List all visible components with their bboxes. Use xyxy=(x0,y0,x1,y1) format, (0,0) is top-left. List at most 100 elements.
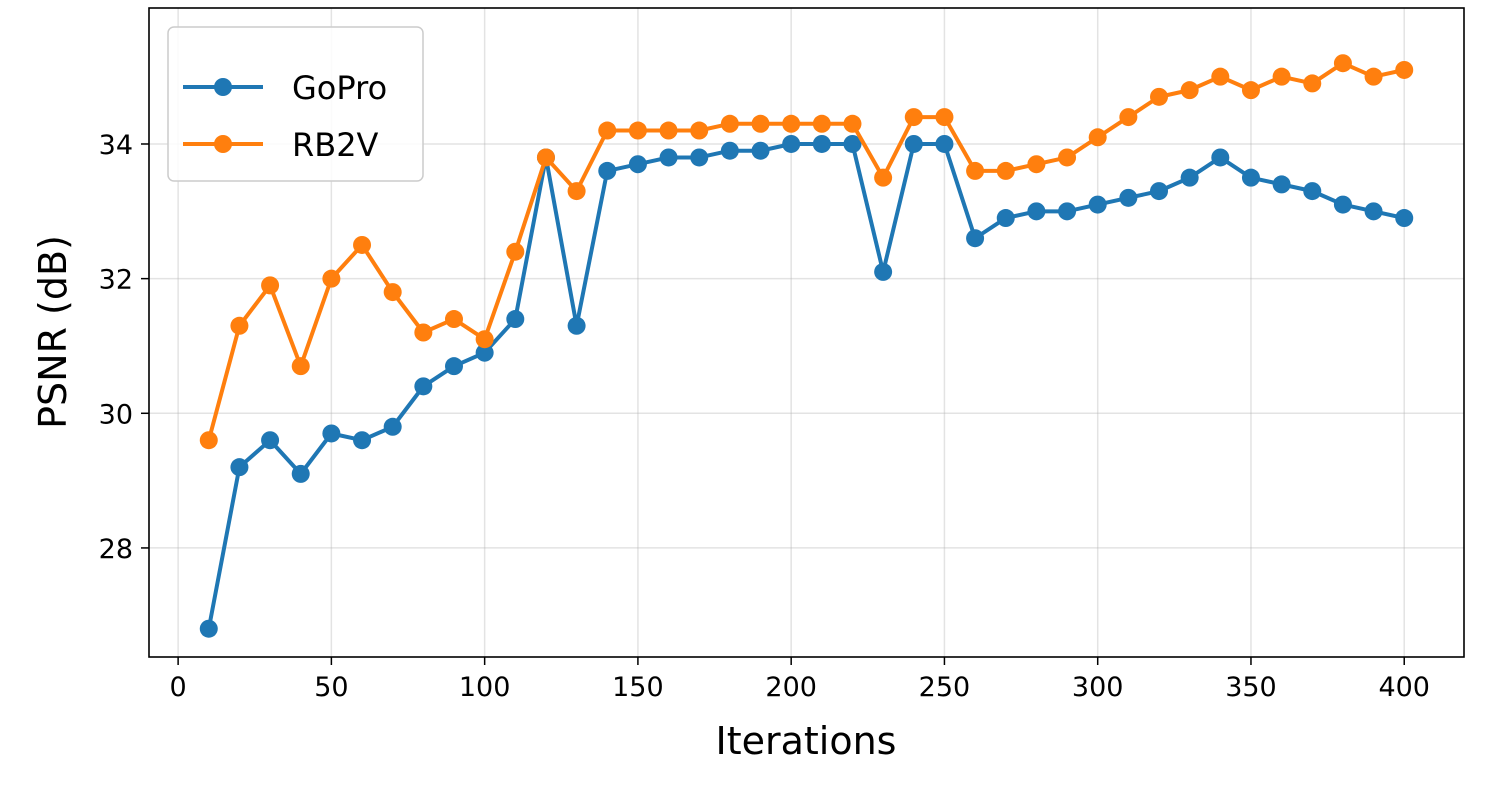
data-point-gopro xyxy=(230,458,249,477)
data-point-rb2v xyxy=(1303,74,1322,93)
data-point-gopro xyxy=(1180,168,1199,187)
legend-marker-gopro xyxy=(214,78,232,96)
data-point-gopro xyxy=(199,619,218,638)
series-line-rb2v xyxy=(206,61,1405,441)
data-point-gopro xyxy=(1058,202,1077,221)
data-point-gopro xyxy=(1150,182,1169,201)
data-point-gopro xyxy=(567,316,586,335)
ticks: 0 50 100 150 200 250 300 350 400 28 30 32 34 xyxy=(99,130,1430,703)
data-point-rb2v xyxy=(1272,67,1291,86)
data-point-rb2v xyxy=(291,357,310,376)
x-tick-label: 350 xyxy=(1225,672,1277,703)
data-point-gopro xyxy=(506,310,525,329)
data-point-rb2v xyxy=(812,114,831,133)
data-point-gopro xyxy=(904,134,923,153)
data-point-rb2v xyxy=(659,121,678,140)
data-point-rb2v xyxy=(1241,81,1260,100)
data-point-rb2v xyxy=(628,121,647,140)
data-point-rb2v xyxy=(1058,148,1077,167)
data-point-rb2v xyxy=(414,323,433,342)
data-point-rb2v xyxy=(782,114,801,133)
data-point-gopro xyxy=(353,431,372,450)
data-point-rb2v xyxy=(720,114,739,133)
x-tick-label: 100 xyxy=(459,672,511,703)
data-point-gopro xyxy=(291,464,310,483)
data-point-gopro xyxy=(322,424,341,443)
data-point-rb2v xyxy=(1211,67,1230,86)
data-point-rb2v xyxy=(1395,60,1414,79)
data-point-rb2v xyxy=(353,235,372,254)
data-point-gopro xyxy=(1027,202,1046,221)
data-point-rb2v xyxy=(383,283,402,302)
data-point-rb2v xyxy=(690,121,709,140)
legend: GoPro RB2V xyxy=(167,26,424,182)
data-point-rb2v xyxy=(444,310,463,329)
data-point-rb2v xyxy=(966,161,985,180)
data-point-gopro xyxy=(383,417,402,436)
data-point-rb2v xyxy=(261,276,280,295)
data-point-gopro xyxy=(628,155,647,174)
x-tick-label: 50 xyxy=(314,672,348,703)
data-point-rb2v xyxy=(843,114,862,133)
y-axis-label: PSNR (dB) xyxy=(31,235,75,429)
data-point-rb2v xyxy=(996,161,1015,180)
data-point-rb2v xyxy=(1027,155,1046,174)
data-point-gopro xyxy=(1211,148,1230,167)
data-point-rb2v xyxy=(199,431,218,450)
data-point-rb2v xyxy=(1180,81,1199,100)
data-point-rb2v xyxy=(904,108,923,127)
data-point-gopro xyxy=(659,148,678,167)
data-point-rb2v xyxy=(506,242,525,261)
legend-label-gopro: GoPro xyxy=(292,69,387,107)
data-point-rb2v xyxy=(322,269,341,288)
data-point-gopro xyxy=(414,377,433,396)
x-tick-label: 300 xyxy=(1072,672,1124,703)
data-point-gopro xyxy=(720,141,739,160)
data-point-rb2v xyxy=(230,316,249,335)
data-point-rb2v xyxy=(1119,108,1138,127)
data-point-rb2v xyxy=(598,121,617,140)
data-point-rb2v xyxy=(874,168,893,187)
data-point-rb2v xyxy=(567,182,586,201)
x-tick-label: 150 xyxy=(612,672,664,703)
data-point-gopro xyxy=(1272,175,1291,194)
data-point-gopro xyxy=(966,229,985,248)
data-point-gopro xyxy=(475,343,494,362)
data-point-gopro xyxy=(1303,182,1322,201)
x-tick-label: 0 xyxy=(170,672,187,703)
data-point-gopro xyxy=(996,209,1015,228)
data-point-gopro xyxy=(1364,202,1383,221)
data-point-rb2v xyxy=(1150,87,1169,106)
data-point-gopro xyxy=(690,148,709,167)
data-point-gopro xyxy=(598,161,617,180)
data-point-rb2v xyxy=(536,148,555,167)
series-layer xyxy=(199,54,1414,638)
data-point-gopro xyxy=(261,431,280,450)
data-point-gopro xyxy=(935,134,954,153)
data-point-gopro xyxy=(1088,195,1107,214)
data-point-rb2v xyxy=(1333,54,1352,73)
data-point-gopro xyxy=(1241,168,1260,187)
plot-frame xyxy=(148,7,1465,658)
y-tick-label: 28 xyxy=(99,534,133,565)
data-point-gopro xyxy=(782,134,801,153)
x-tick-label: 400 xyxy=(1378,672,1430,703)
y-tick-label: 30 xyxy=(99,399,133,430)
y-tick-label: 34 xyxy=(99,130,133,161)
legend-marker-rb2v xyxy=(214,135,232,153)
data-point-rb2v xyxy=(1364,67,1383,86)
data-point-gopro xyxy=(812,134,831,153)
data-point-gopro xyxy=(1333,195,1352,214)
x-tick-label: 200 xyxy=(765,672,817,703)
data-point-gopro xyxy=(444,357,463,376)
data-point-rb2v xyxy=(1088,128,1107,147)
data-point-rb2v xyxy=(751,114,770,133)
data-point-gopro xyxy=(874,262,893,281)
legend-label-rb2v: RB2V xyxy=(292,126,379,164)
x-tick-label: 250 xyxy=(919,672,971,703)
y-tick-label: 32 xyxy=(99,265,133,296)
series-line-gopro xyxy=(206,141,1405,630)
data-point-gopro xyxy=(843,134,862,153)
data-point-gopro xyxy=(751,141,770,160)
